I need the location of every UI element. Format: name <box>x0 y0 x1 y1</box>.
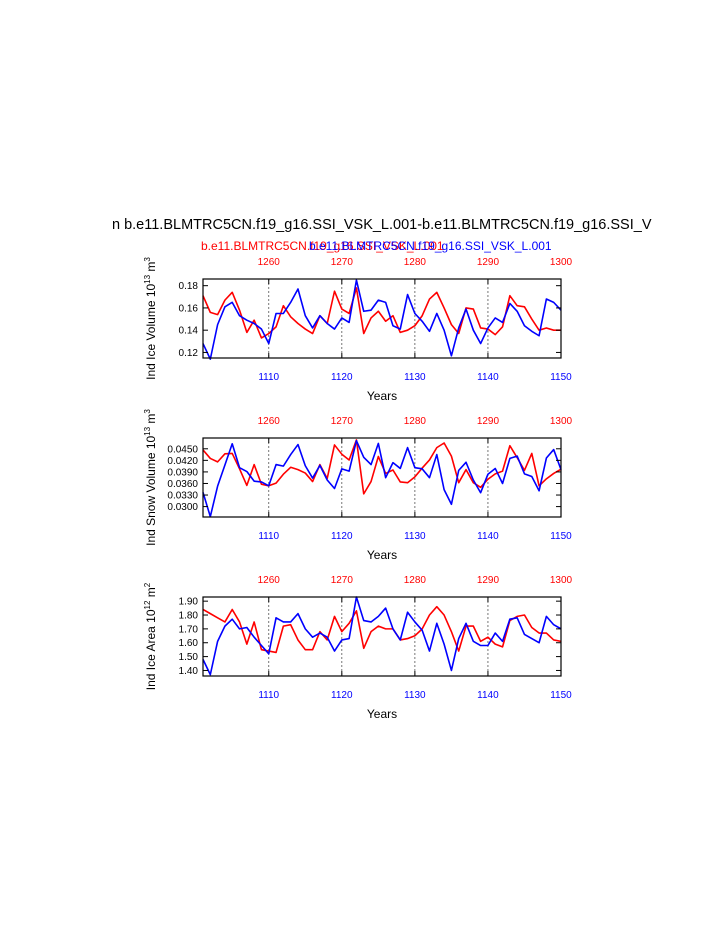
x-tick-label-bottom: 1120 <box>331 372 353 383</box>
y-axis-title: Ind Snow Volume 1013 m3 <box>143 409 158 546</box>
x-axis-title: Years <box>367 389 397 403</box>
y-axis-title-part: Ind Snow Volume 10 <box>144 435 158 545</box>
x-axis-title: Years <box>367 707 397 721</box>
x-tick-label-bottom: 1110 <box>258 690 279 701</box>
subtitle-red: b.e11.BLMTRC5CN.f19_g16.SSI_VSK_L.001 <box>201 239 444 253</box>
plot-frame <box>202 278 562 359</box>
series-line-blue <box>202 439 562 518</box>
series-line-red <box>202 605 562 654</box>
x-tick-label-top: 1300 <box>550 575 573 586</box>
x-tick-label-bottom: 1140 <box>477 531 499 542</box>
x-tick-label-bottom: 1130 <box>404 531 426 542</box>
chart-panel-1: 0.12 0.14 0.16 0.18 1110 1120 1130 1140 1150 1260… <box>143 257 573 403</box>
y-axis-title-superscript: 3 <box>143 409 152 414</box>
x-tick-label-top: 1260 <box>258 575 281 586</box>
y-axis-title-part: m <box>144 262 158 275</box>
y-tick-label: 0.16 <box>179 303 199 314</box>
x-tick-label-bottom: 1140 <box>477 372 499 383</box>
y-axis-title-superscript: 3 <box>143 257 152 262</box>
y-axis-title-superscript: 2 <box>143 582 152 587</box>
x-tick-label-bottom: 1150 <box>550 690 572 701</box>
y-axis-title-part: Ind Ice Volume 10 <box>144 284 158 380</box>
x-tick-label-top: 1270 <box>331 575 354 586</box>
x-tick-label-top: 1260 <box>258 416 281 427</box>
y-tick-label: 0.0360 <box>167 479 198 490</box>
y-tick-label: 0.0450 <box>167 444 198 455</box>
y-tick-label: 0.12 <box>179 348 199 359</box>
x-tick-label-top: 1270 <box>331 257 354 268</box>
y-axis-title: Ind Ice Volume 1013 m3 <box>143 257 158 380</box>
x-tick-label-bottom: 1140 <box>477 690 499 701</box>
y-axis-title-part: Ind Ice Area 10 <box>144 609 158 690</box>
x-tick-label-bottom: 1130 <box>404 372 426 383</box>
y-tick-label: 0.14 <box>179 326 199 337</box>
y-tick-label: 0.0390 <box>167 467 198 478</box>
x-tick-label-bottom: 1110 <box>258 531 279 542</box>
chart-panel-3: 1.40 1.50 1.60 1.70 1.80 1.90 1110 1120 1130 1140… <box>143 575 573 721</box>
x-tick-label-top: 1300 <box>550 257 573 268</box>
x-axis-title: Years <box>367 548 397 562</box>
y-tick-label: 0.0330 <box>167 491 198 502</box>
y-tick-label: 0.0420 <box>167 456 198 467</box>
x-tick-label-top: 1260 <box>258 257 281 268</box>
y-axis-title-part: m <box>144 587 158 600</box>
plot-frame <box>202 596 562 677</box>
y-axis-title-superscript: 13 <box>143 274 152 283</box>
plot-frame <box>202 437 562 518</box>
x-tick-label-bottom: 1110 <box>258 372 279 383</box>
x-tick-label-top: 1290 <box>477 416 500 427</box>
series-line-red <box>202 439 562 495</box>
y-axis-title-superscript: 12 <box>143 600 152 609</box>
figure-title: n b.e11.BLMTRC5CN.f19_g16.SSI_VSK_L.001-… <box>112 217 652 233</box>
series-line-blue <box>202 596 562 676</box>
y-axis-title-superscript: 13 <box>143 426 152 435</box>
x-tick-label-top: 1270 <box>331 416 354 427</box>
x-tick-label-top: 1290 <box>477 575 500 586</box>
series-line-red <box>202 287 561 339</box>
y-axis-title-part: m <box>144 414 158 427</box>
x-tick-label-top: 1280 <box>404 257 427 268</box>
y-tick-label: 1.70 <box>179 624 199 635</box>
x-tick-label-top: 1300 <box>550 416 573 427</box>
x-tick-label-bottom: 1150 <box>550 531 572 542</box>
x-tick-label-top: 1280 <box>404 575 427 586</box>
y-tick-label: 0.0300 <box>167 502 198 513</box>
y-tick-label: 1.40 <box>179 666 199 677</box>
series-line-blue <box>202 279 562 360</box>
x-tick-label-top: 1290 <box>477 257 500 268</box>
y-tick-label: 1.50 <box>179 652 199 663</box>
y-tick-label: 1.80 <box>179 611 199 622</box>
x-tick-label-bottom: 1120 <box>331 531 353 542</box>
x-tick-label-bottom: 1130 <box>404 690 426 701</box>
y-axis-title: Ind Ice Area 1012 m2 <box>143 582 158 690</box>
subtitle-blue: b.e11.BLMTRC5CN.f19_g16.SSI_VSK_L.001 <box>309 239 552 253</box>
y-tick-label: 0.18 <box>179 281 199 292</box>
x-tick-label-top: 1280 <box>404 416 427 427</box>
x-tick-label-bottom: 1150 <box>550 372 572 383</box>
y-tick-label: 1.60 <box>179 638 199 649</box>
y-tick-label: 1.90 <box>179 597 199 608</box>
x-tick-label-bottom: 1120 <box>331 690 353 701</box>
